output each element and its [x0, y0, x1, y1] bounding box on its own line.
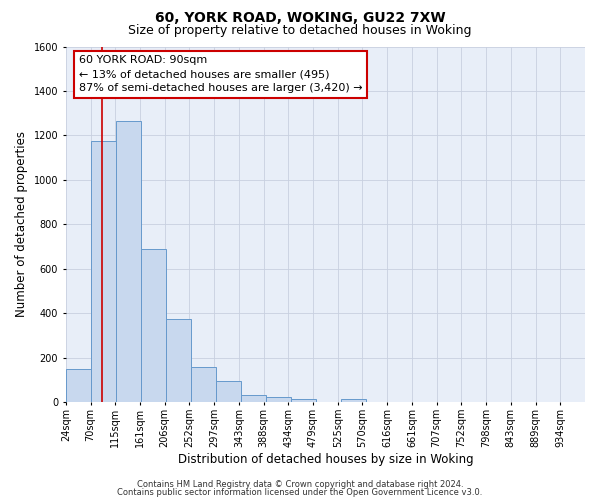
Bar	[341, 399, 366, 402]
Bar	[216, 382, 241, 402]
Bar	[166, 319, 191, 402]
Bar	[266, 398, 290, 402]
Bar	[291, 399, 316, 402]
Text: Contains HM Land Registry data © Crown copyright and database right 2024.: Contains HM Land Registry data © Crown c…	[137, 480, 463, 489]
Bar	[91, 141, 116, 403]
Bar	[116, 121, 140, 402]
Text: 60 YORK ROAD: 90sqm
← 13% of detached houses are smaller (495)
87% of semi-detac: 60 YORK ROAD: 90sqm ← 13% of detached ho…	[79, 56, 362, 94]
Text: Contains public sector information licensed under the Open Government Licence v3: Contains public sector information licen…	[118, 488, 482, 497]
X-axis label: Distribution of detached houses by size in Woking: Distribution of detached houses by size …	[178, 453, 473, 466]
Bar	[241, 394, 266, 402]
Text: 60, YORK ROAD, WOKING, GU22 7XW: 60, YORK ROAD, WOKING, GU22 7XW	[155, 11, 445, 25]
Bar	[191, 367, 216, 402]
Text: Size of property relative to detached houses in Woking: Size of property relative to detached ho…	[128, 24, 472, 37]
Bar	[141, 249, 166, 402]
Bar	[66, 369, 91, 402]
Y-axis label: Number of detached properties: Number of detached properties	[15, 132, 28, 318]
